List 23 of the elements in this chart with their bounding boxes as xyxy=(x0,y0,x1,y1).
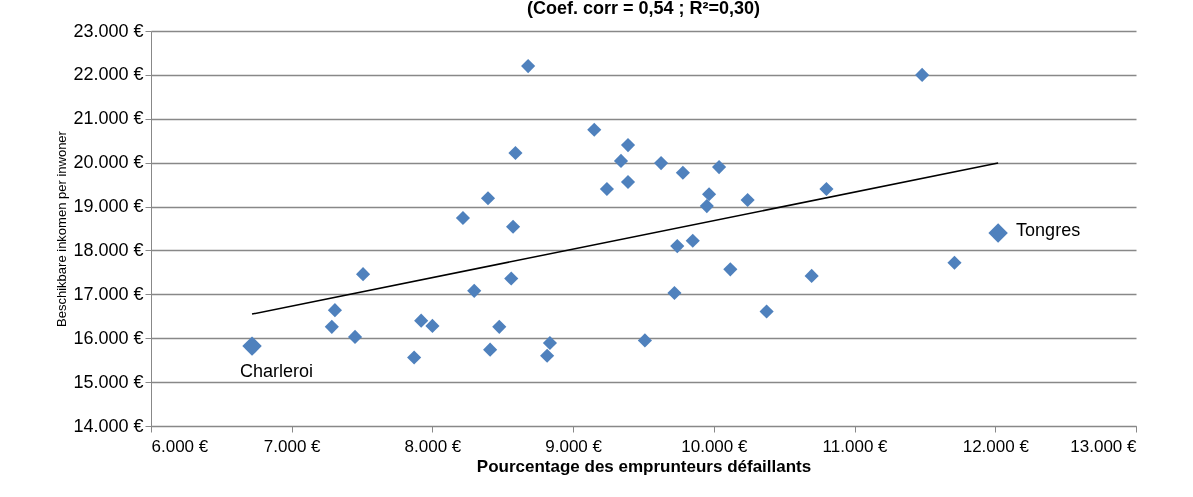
x-tick-label: 13.000 € xyxy=(1070,436,1138,456)
y-tick-label: 18.000 € xyxy=(73,239,144,260)
y-tick-label: 20.000 € xyxy=(73,152,144,173)
x-tick-label: 9.000 € xyxy=(545,436,603,456)
y-tick-label: 17.000 € xyxy=(73,283,144,304)
y-axis-title: Beschikbare inkomen per inwoner xyxy=(54,130,70,327)
y-tick-label: 16.000 € xyxy=(73,327,144,348)
x-tick-label: 6.000 € xyxy=(151,436,209,456)
y-tick-label: 19.000 € xyxy=(73,196,144,217)
y-tick-label: 14.000 € xyxy=(73,415,144,436)
y-tick-label: 15.000 € xyxy=(73,371,144,392)
x-tick-label: 11.000 € xyxy=(822,436,889,456)
annotation: Tongres xyxy=(1016,219,1081,240)
x-tick-label: 10.000 € xyxy=(681,436,748,456)
chart-title: (Coef. corr = 0,54 ; R²=0,30) xyxy=(526,0,761,18)
x-axis-title: Pourcentage des emprunteurs défaillants xyxy=(476,456,812,476)
x-tick-label: 8.000 € xyxy=(404,436,462,456)
x-tick-label: 7.000 € xyxy=(263,436,322,456)
x-tick-label: 12.000 € xyxy=(962,436,1030,456)
y-tick-label: 22.000 € xyxy=(73,64,144,85)
y-tick-label: 21.000 € xyxy=(73,108,144,129)
y-tick-label: 23.000 € xyxy=(73,20,144,41)
annotation: Charleroi xyxy=(240,361,314,382)
